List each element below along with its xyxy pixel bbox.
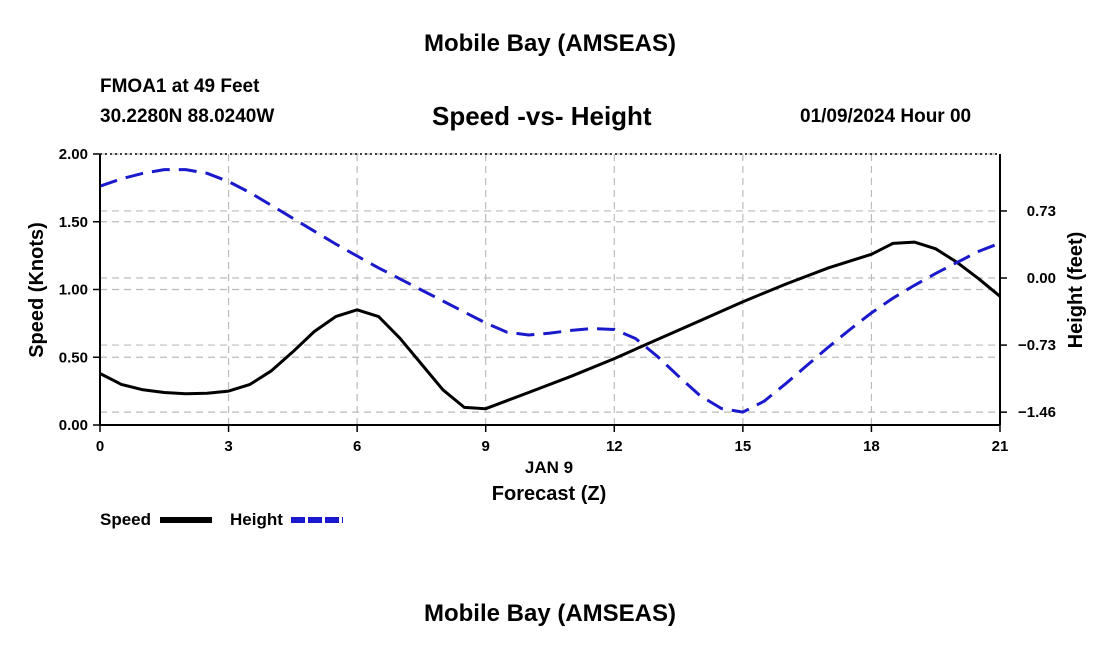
station-coordinates: 30.2280N 88.0240W: [100, 106, 275, 127]
legend-speed-swatch: [160, 517, 212, 523]
footer-title: Mobile Bay (AMSEAS): [423, 600, 677, 627]
series-line-speed: [99, 240, 1001, 411]
series-line-height: [99, 168, 1001, 414]
legend-height-label: Height: [230, 510, 283, 529]
legend-height-swatch: [291, 517, 343, 523]
y-axis-left-label: Speed (Knots): [26, 222, 48, 358]
chart-title: Mobile Bay (AMSEAS): [423, 30, 677, 57]
series-layer: [99, 168, 1001, 414]
axes: 0 3 6 9 12 15 18 21 0.00 0.50 1.00 1.50 2.00 −1.46 −0.…: [59, 146, 1056, 455]
forecast-datetime: 01/09/2024 Hour 00: [800, 106, 972, 127]
x-tick-label: 21: [992, 438, 1009, 455]
y-axis-right-label: Height (feet): [1065, 232, 1087, 349]
x-tick-label: 0: [96, 438, 104, 455]
station-label: FMOA1 at 49 Feet: [100, 76, 260, 97]
y-left-tick-label: 0.50: [59, 349, 88, 366]
x-tick-label: 9: [482, 438, 490, 455]
x-tick-label: 15: [735, 438, 752, 455]
legend-speed-label: Speed: [100, 510, 152, 529]
y-right-tick-label: −1.46: [1018, 404, 1056, 421]
y-right-tick-label: −0.73: [1018, 337, 1056, 354]
speed-height-chart: 0 3 6 9 12 15 18 21 0.00 0.50 1.00 1.50 2.00 −1.46 −0.…: [26, 146, 1087, 505]
y-right-tick-label: 0.73: [1027, 203, 1056, 220]
y-left-tick-label: 1.50: [59, 214, 88, 231]
x-tick-label: 18: [863, 438, 880, 455]
chart-subtitle: Speed -vs- Height: [432, 101, 652, 131]
x-tick-label: 12: [606, 438, 623, 455]
y-left-tick-label: 2.00: [59, 146, 88, 163]
x-tick-label: 6: [353, 438, 361, 455]
y-left-tick-label: 1.00: [59, 282, 88, 299]
x-tick-label: 3: [224, 438, 232, 455]
x-axis-date: JAN 9: [525, 458, 573, 477]
x-axis-label: Forecast (Z): [492, 483, 606, 505]
y-left-tick-label: 0.00: [59, 417, 88, 434]
y-right-tick-label: 0.00: [1027, 270, 1056, 287]
